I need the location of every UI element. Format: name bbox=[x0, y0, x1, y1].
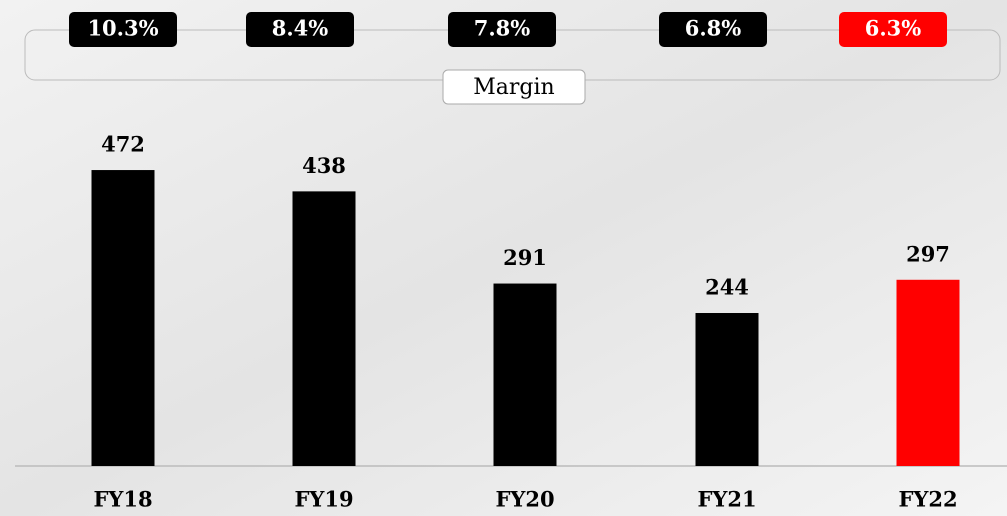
margin-label-box bbox=[442, 69, 586, 105]
margin-box bbox=[448, 12, 556, 47]
margin-value: 10.3% bbox=[87, 16, 158, 41]
bar bbox=[493, 283, 557, 466]
x-tick-label: FY18 bbox=[93, 487, 152, 512]
margin-value: 8.4% bbox=[272, 16, 329, 41]
bar bbox=[292, 191, 356, 466]
value-label: 297 bbox=[906, 241, 950, 266]
x-tick-label: FY20 bbox=[495, 487, 554, 512]
value-label: 291 bbox=[503, 245, 547, 270]
value-label: 244 bbox=[705, 275, 749, 300]
value-label: 438 bbox=[302, 153, 346, 178]
margin-box bbox=[839, 12, 947, 47]
x-tick-label: FY22 bbox=[898, 487, 957, 512]
margin-label: Margin bbox=[473, 75, 554, 100]
margin-box bbox=[246, 12, 354, 47]
bar bbox=[896, 279, 960, 466]
x-tick-label: FY19 bbox=[294, 487, 353, 512]
margin-box bbox=[659, 12, 767, 47]
bar bbox=[91, 170, 155, 466]
bar bbox=[695, 313, 759, 466]
margin-value: 6.8% bbox=[685, 16, 742, 41]
x-tick-label: FY21 bbox=[697, 487, 756, 512]
margin-box bbox=[69, 12, 177, 47]
margin-value: 7.8% bbox=[474, 16, 531, 41]
margin-value: 6.3% bbox=[865, 16, 922, 41]
value-label: 472 bbox=[101, 132, 145, 157]
